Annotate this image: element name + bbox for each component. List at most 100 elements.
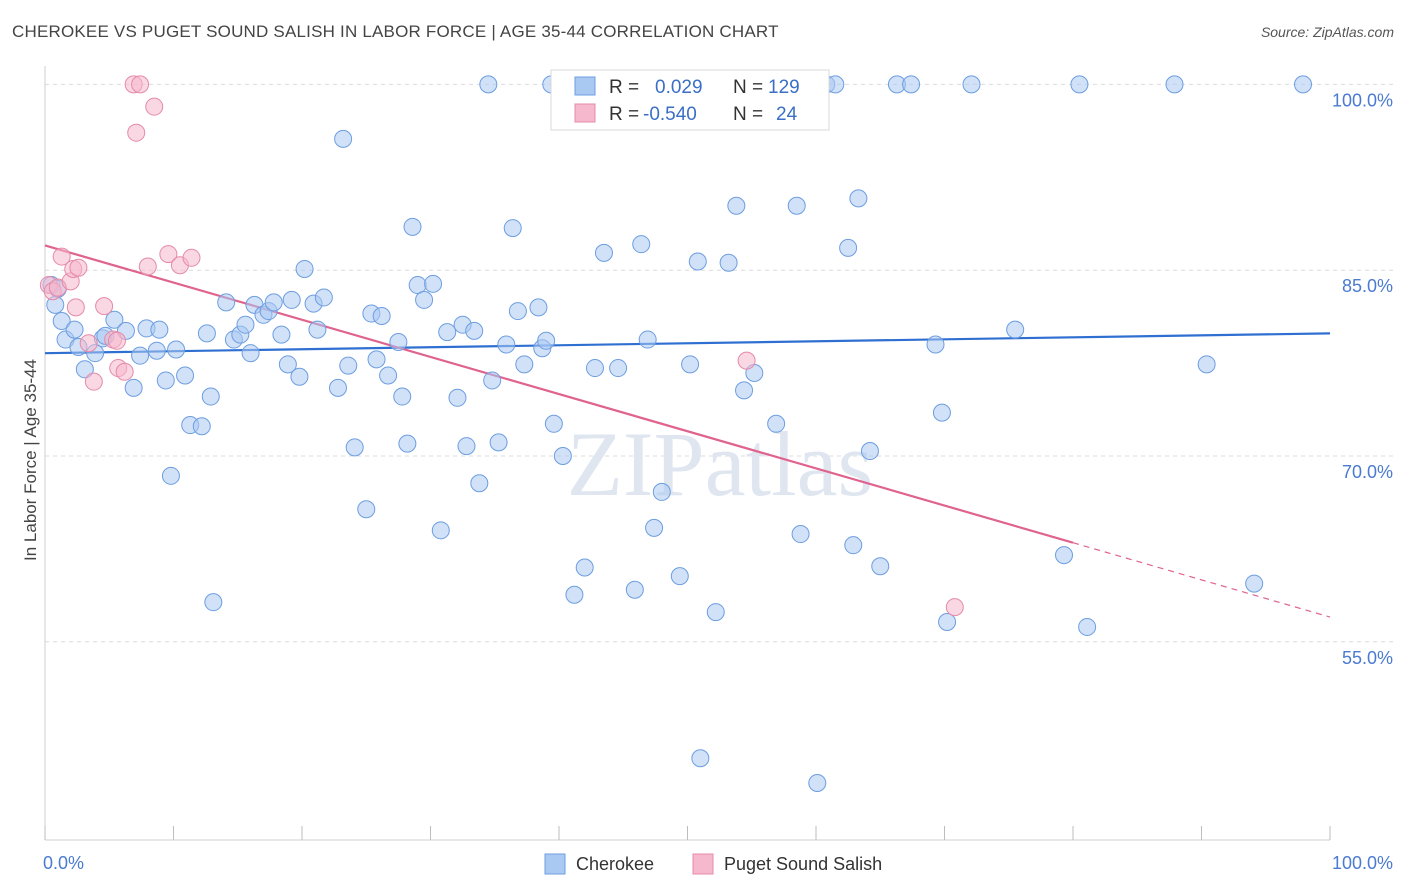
point-cherokee [544,414,563,433]
point-cherokee [652,482,671,501]
legend-swatch-cherokee [544,853,566,875]
point-cherokee [497,335,516,354]
point-cherokee [938,612,957,631]
point-cherokee [1294,75,1313,94]
point-cherokee [688,252,707,271]
point-cherokee [424,274,443,293]
stats-n-value-2: 24 [776,104,798,125]
point-cherokee [314,288,333,307]
point-cherokee [483,371,502,390]
point-cherokee [372,307,391,326]
point-puget-sound-salish [159,245,178,264]
point-puget-sound-salish [69,258,88,277]
point-cherokee [849,189,868,208]
point-cherokee [537,331,556,350]
stats-n-label-1: N = [733,77,763,98]
point-cherokee [515,355,534,374]
point-cherokee [645,518,664,537]
point-cherokee [503,219,522,238]
point-cherokee [52,311,71,330]
point-puget-sound-salish [84,372,103,391]
point-puget-sound-salish [66,298,85,317]
point-cherokee [791,525,810,544]
y-tick-labels: 100.0% 85.0% 70.0% 55.0% [1332,90,1393,667]
point-cherokee [681,355,700,374]
y-axis-label: In Labor Force | Age 35-44 [21,359,40,561]
point-cherokee [529,298,548,317]
chart-title: CHEROKEE VS PUGET SOUND SALISH IN LABOR … [12,22,779,41]
point-cherokee [1245,574,1264,593]
point-cherokee [489,433,508,452]
point-cherokee [609,359,628,378]
point-cherokee [357,500,376,519]
watermark: ZIPatlas [567,413,874,515]
point-cherokee [457,437,476,456]
legend-label-cherokee: Cherokee [576,854,654,874]
point-cherokee [264,293,283,312]
point-cherokee [156,371,175,390]
point-puget-sound-salish [107,331,126,350]
point-cherokee [393,387,412,406]
point-cherokee [192,417,211,436]
point-cherokee [282,290,301,309]
point-cherokee [448,388,467,407]
point-cherokee [860,442,879,461]
point-cherokee [308,320,327,339]
point-cherokee [236,315,255,334]
point-cherokee [638,330,657,349]
point-cherokee [839,238,858,257]
point-puget-sound-salish [945,598,964,617]
stats-r-value-2: -0.540 [643,104,697,125]
point-cherokee [691,749,710,768]
point-cherokee [415,290,434,309]
point-cherokee [75,360,94,379]
point-cherokee [398,434,417,453]
point-cherokee [926,335,945,354]
point-cherokee [367,350,386,369]
point-cherokee [124,378,143,397]
point-cherokee [403,217,422,236]
y-tick-label: 70.0% [1342,462,1393,482]
point-cherokee [345,438,364,457]
point-cherokee [465,321,484,340]
point-cherokee [1055,546,1074,565]
point-puget-sound-salish [145,97,164,116]
legend-label-puget: Puget Sound Salish [724,854,882,874]
point-cherokee [962,75,981,94]
axes [44,66,1331,841]
point-cherokee [241,344,260,363]
point-cherokee [932,403,951,422]
point-cherokee [295,259,314,278]
point-cherokee [1165,75,1184,94]
stats-swatch-cherokee [574,76,596,96]
point-puget-sound-salish [138,257,157,276]
point-cherokee [1006,320,1025,339]
stats-box: R = 0.029 N = 129 R = -0.540 N = 24 [550,69,830,131]
point-cherokee [201,387,220,406]
grid-lines [45,83,1395,643]
y-tick-label: 85.0% [1342,276,1393,296]
stats-n-value-1: 129 [768,77,800,98]
stats-n-label-2: N = [733,104,763,125]
point-puget-sound-salish [131,75,150,94]
trend-line-cherokee [44,332,1331,355]
point-cherokee [1197,355,1216,374]
point-cherokee [871,557,890,576]
legend: Cherokee Puget Sound Salish [544,853,882,875]
point-cherokee [105,310,124,329]
point-cherokee [65,320,84,339]
point-puget-sound-salish [79,334,98,353]
point-cherokee [808,774,827,793]
point-cherokee [150,320,169,339]
point-cherokee [290,367,309,386]
x-tick-label-max: 100.0% [1332,853,1393,873]
point-cherokee [197,324,216,343]
point-cherokee [727,196,746,215]
point-cherokee [508,302,527,321]
point-cherokee [767,414,786,433]
point-cherokee [585,359,604,378]
point-cherokee [625,580,644,599]
point-cherokee [719,253,738,272]
point-cherokee [470,474,489,493]
